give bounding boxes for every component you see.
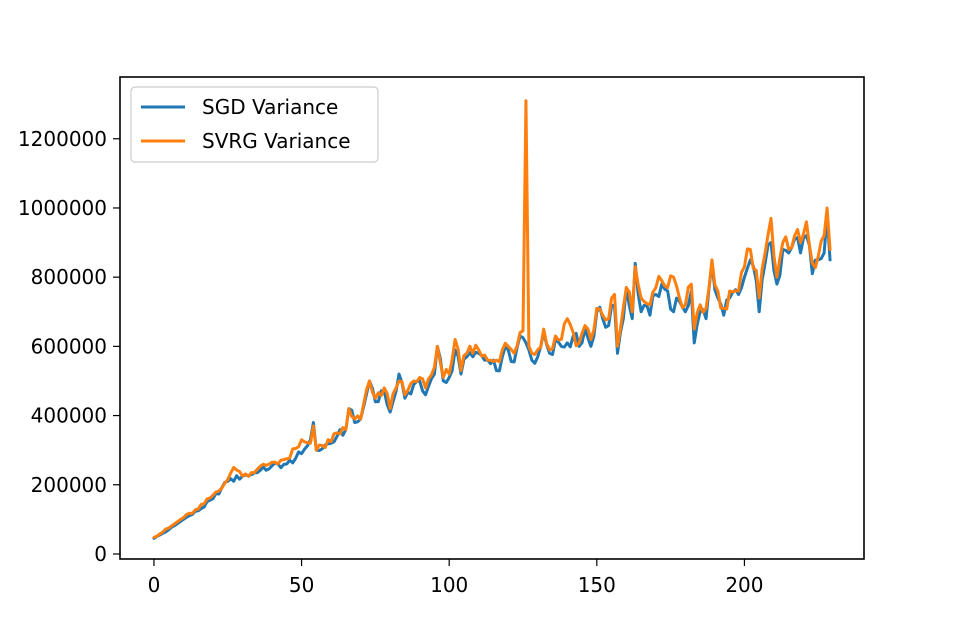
y-tick-label: 1000000 <box>18 196 107 220</box>
x-axis: 0 50 100 150 200 <box>148 559 764 597</box>
plot-area-frame <box>119 76 865 560</box>
x-tick-label: 0 <box>148 573 161 597</box>
y-tick-label: 1200000 <box>18 127 107 151</box>
plot-lines <box>152 99 832 540</box>
series-line-svrg-variance <box>152 99 832 539</box>
x-tick-label: 50 <box>289 573 314 597</box>
x-tick-label: 200 <box>725 573 763 597</box>
legend-frame <box>130 86 379 163</box>
y-tick-label: 400000 <box>31 404 107 428</box>
x-tick-label: 100 <box>430 573 468 597</box>
y-tick-label: 200000 <box>31 473 107 497</box>
x-tick-label: 150 <box>578 573 616 597</box>
legend-label-sgd: SGD Variance <box>202 95 338 119</box>
legend-label-svrg: SVRG Variance <box>202 129 351 153</box>
y-tick-label: 0 <box>94 542 107 566</box>
y-axis: 0 200000 400000 600000 800000 1000000 1200000 <box>18 127 120 566</box>
y-tick-label: 800000 <box>31 265 107 289</box>
y-tick-label: 600000 <box>31 334 107 358</box>
legend: SGD Variance SVRG Variance <box>130 86 379 163</box>
